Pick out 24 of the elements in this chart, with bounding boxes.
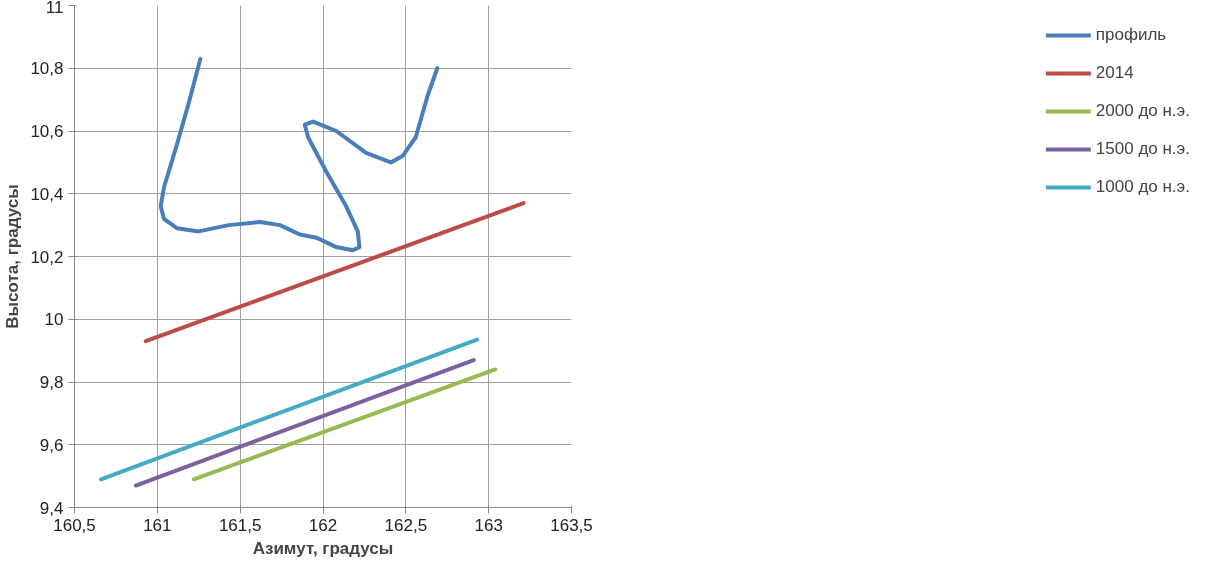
legend-label: профиль	[1095, 25, 1167, 45]
x-axis-title: Азимут, градусы	[252, 538, 394, 558]
y-axis-title: Высота, градусы	[3, 184, 23, 329]
y-tick-label: 10,2	[30, 247, 64, 267]
y-tick-label: 10	[44, 310, 64, 330]
x-tick-label: 160,5	[53, 515, 96, 535]
y-tick-label: 9,8	[39, 373, 64, 392]
y-tick-label: 9,6	[39, 435, 64, 455]
y-tick-label: 10,4	[30, 184, 64, 204]
legend-label: 2000 до н.э.	[1095, 101, 1190, 121]
legend-label: 2014	[1095, 63, 1134, 83]
x-tick-label: 161,5	[218, 515, 262, 535]
x-tick-label: 162	[308, 515, 338, 535]
legend-label: 1000 до н.э.	[1095, 177, 1190, 197]
y-tick-label: 9,4	[39, 498, 64, 518]
legend-label: 1500 до н.э.	[1095, 139, 1190, 159]
line-series	[158, 56, 440, 253]
y-tick-label: 10,6	[30, 122, 64, 141]
y-tick-label: 10,8	[30, 59, 64, 79]
x-tick-label: 163	[474, 515, 503, 535]
x-tick-label: 161	[143, 515, 172, 535]
x-tick-label: 162,5	[384, 515, 428, 535]
x-tick-label: 163,5	[550, 515, 593, 535]
y-tick-label: 11	[45, 0, 64, 17]
